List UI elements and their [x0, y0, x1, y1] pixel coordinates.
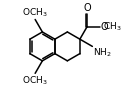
Text: O: O	[83, 3, 91, 13]
Text: O: O	[100, 22, 108, 32]
Text: CH$_3$: CH$_3$	[103, 20, 122, 33]
Text: NH$_2$: NH$_2$	[93, 47, 111, 59]
Text: OCH$_3$: OCH$_3$	[22, 6, 47, 19]
Text: OCH$_3$: OCH$_3$	[22, 74, 47, 87]
